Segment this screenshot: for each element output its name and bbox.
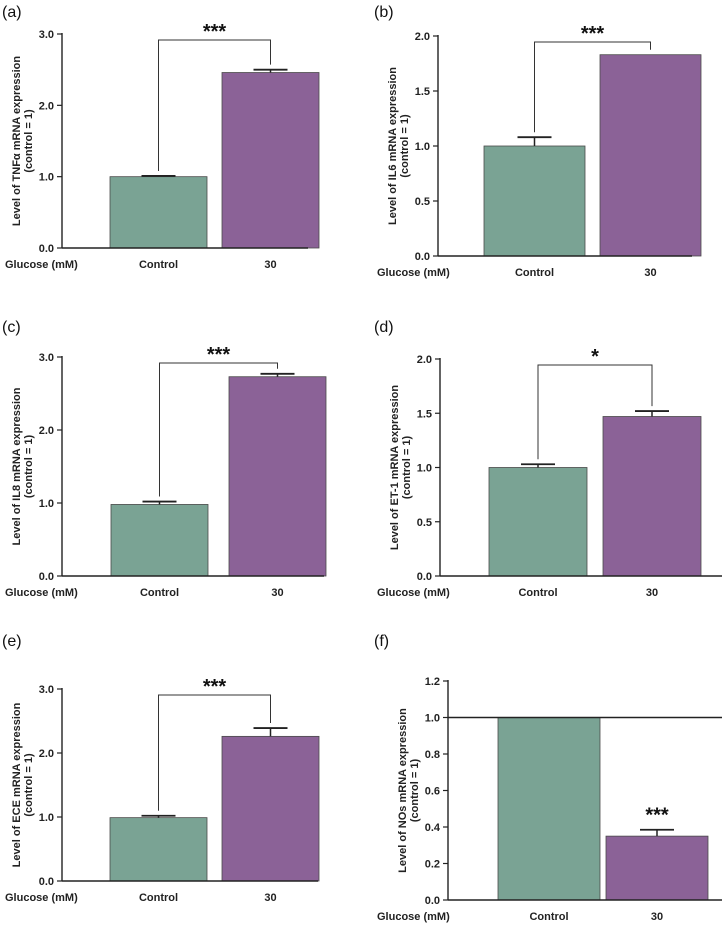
- x-axis-label: Glucose (mM): [5, 892, 78, 904]
- chart-panel-a: (a) 0.0 1.0 2.0 3.0 Level of TNFα mRNA expres…: [2, 4, 320, 271]
- y-tick-label: 1.0: [39, 498, 54, 510]
- x-tick-label: Control: [529, 911, 568, 923]
- panel-label: (c): [2, 319, 21, 336]
- significance-label: ***: [203, 21, 227, 43]
- y-tick-label: 0.5: [417, 517, 432, 529]
- x-axis-label: Glucose (mM): [5, 587, 78, 599]
- y-axis-label-sub: (control = 1): [23, 435, 35, 499]
- y-tick-label: 3.0: [39, 352, 54, 364]
- y-tick-label: 0.2: [425, 859, 440, 871]
- y-tick-label: 1.0: [417, 463, 432, 475]
- y-tick-label: 1.0: [39, 172, 54, 184]
- y-axis-label: Level of ECE mRNA expression: [11, 702, 23, 867]
- significance-bracket: [158, 694, 271, 811]
- x-axis-label: Glucose (mM): [377, 911, 450, 923]
- y-tick-label: 0.0: [425, 895, 440, 907]
- y-tick-label: 1.0: [39, 812, 54, 824]
- x-tick-label: Control: [139, 892, 178, 904]
- y-axis-label: Level of ET-1 mRNA expression: [389, 385, 401, 551]
- y-axis-label-sub: (control = 1): [401, 436, 413, 500]
- x-tick-label: 30: [271, 587, 283, 599]
- bar-control: [109, 176, 208, 249]
- y-tick-label: 0.8: [425, 749, 440, 761]
- y-tick-label: 0.5: [415, 196, 430, 208]
- significance-label: ***: [581, 23, 605, 45]
- y-axis-label-sub: (control = 1): [23, 109, 35, 173]
- bar-control: [109, 817, 208, 882]
- y-axis-label: Level of IL6 mRNA expression: [387, 67, 399, 225]
- y-tick-label: 0.0: [39, 876, 54, 888]
- x-tick-label: Control: [515, 267, 554, 279]
- bar-control: [497, 717, 601, 901]
- y-axis-label-sub: (control = 1): [399, 114, 411, 178]
- x-tick-label: Control: [140, 587, 179, 599]
- x-tick-label: 30: [644, 267, 656, 279]
- x-axis-label: Glucose (mM): [5, 259, 78, 271]
- significance-label: *: [591, 346, 599, 368]
- x-tick-label: 30: [651, 911, 663, 923]
- chart-panel-e: (e) 0.0 1.0 2.0 3.0 Level of ECE mRNA express…: [2, 633, 320, 904]
- x-tick-label: Control: [518, 587, 557, 599]
- y-tick-label: 0.4: [425, 822, 441, 834]
- y-tick-label: 2.0: [39, 100, 54, 112]
- bar-glucose-30: [605, 835, 709, 901]
- y-tick-label: 1.0: [425, 713, 440, 725]
- chart-panel-c: (c) 0.0 1.0 2.0 3.0 Level of IL8 mRNA express…: [2, 319, 327, 599]
- panel-label: (d): [374, 319, 394, 336]
- y-axis-label: Level of NOs mRNA expression: [397, 708, 409, 873]
- y-tick-label: 0.0: [39, 243, 54, 255]
- significance-bracket: [159, 362, 278, 497]
- y-tick-label: 0.0: [417, 571, 432, 583]
- panel-label: (e): [2, 633, 22, 650]
- significance-bracket: [537, 364, 653, 460]
- x-axis-label: Glucose (mM): [377, 587, 450, 599]
- y-tick-label: 0.0: [415, 251, 430, 263]
- y-tick-label: 2.0: [39, 748, 54, 760]
- bar-glucose-30: [221, 72, 320, 249]
- y-tick-label: 1.0: [415, 141, 430, 153]
- y-tick-label: 2.0: [39, 425, 54, 437]
- y-tick-label: 3.0: [39, 29, 54, 41]
- bar-glucose-30: [599, 54, 702, 257]
- x-tick-label: 30: [264, 259, 276, 271]
- panel-label: (b): [374, 4, 394, 21]
- panel-label: (f): [374, 633, 389, 650]
- y-axis-label-sub: (control = 1): [409, 759, 421, 823]
- chart-panel-f: (f) 0.0 0.2 0.4 0.6 0.8 1.0 1.2 Level of NOs mRN…: [374, 633, 722, 923]
- bar-control: [483, 145, 586, 257]
- panel-label: (a): [2, 4, 22, 21]
- chart-panel-d: (d) 0.0 0.5 1.0 1.5 2.0 Level of ET-1 mRNA exp…: [374, 319, 722, 599]
- y-tick-label: 0.0: [39, 571, 54, 583]
- y-tick-label: 1.5: [417, 408, 432, 420]
- significance-label: ***: [203, 676, 227, 698]
- y-tick-label: 2.0: [415, 31, 430, 43]
- x-tick-label: 30: [646, 587, 658, 599]
- x-tick-label: 30: [264, 892, 276, 904]
- y-tick-label: 1.5: [415, 86, 430, 98]
- bar-control: [110, 504, 209, 577]
- y-axis-label-sub: (control = 1): [23, 753, 35, 817]
- y-tick-label: 1.2: [425, 676, 440, 688]
- y-tick-label: 3.0: [39, 684, 54, 696]
- chart-panel-b: (b) 0.0 0.5 1.0 1.5 2.0 Level of IL6 mRNA expr…: [374, 4, 702, 279]
- bar-glucose-30: [228, 376, 327, 577]
- y-axis-label: Level of TNFα mRNA expression: [11, 56, 23, 226]
- x-tick-label: Control: [139, 259, 178, 271]
- y-tick-label: 2.0: [417, 354, 432, 366]
- bar-glucose-30: [602, 416, 702, 577]
- bar-control: [488, 467, 588, 577]
- x-axis-label: Glucose (mM): [377, 267, 450, 279]
- significance-label: ***: [645, 805, 669, 827]
- y-axis-label: Level of IL8 mRNA expression: [11, 387, 23, 545]
- significance-label: ***: [207, 344, 231, 366]
- y-tick-label: 0.6: [425, 786, 440, 798]
- bar-glucose-30: [221, 735, 320, 882]
- significance-bracket: [158, 39, 271, 171]
- significance-bracket: [534, 41, 651, 133]
